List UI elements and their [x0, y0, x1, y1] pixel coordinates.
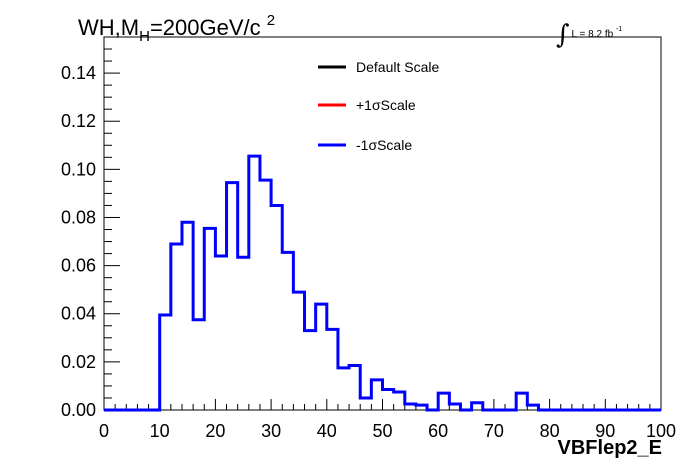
integral-sign: ∫ [556, 20, 570, 50]
y-tick-label: 0.12 [61, 111, 96, 131]
y-tick-label: 0.10 [61, 159, 96, 179]
x-tick-label: 80 [540, 421, 560, 441]
x-tick-label: 10 [150, 421, 170, 441]
x-tick-label: 0 [99, 421, 109, 441]
x-tick-label: 90 [595, 421, 615, 441]
x-tick-label: 20 [205, 421, 225, 441]
luminosity-label: ∫ L = 8.2 fb -1 [556, 20, 623, 50]
x-tick-label: 30 [261, 421, 281, 441]
legend-label: -1σScale [356, 137, 412, 153]
y-tick-label: 0.02 [61, 352, 96, 372]
y-tick-label: 0.06 [61, 256, 96, 276]
y-tick-label: 0.00 [61, 400, 96, 420]
x-tick-label: 40 [317, 421, 337, 441]
legend-label: Default Scale [356, 59, 439, 75]
x-tick-label: 70 [484, 421, 504, 441]
x-tick-label: 60 [428, 421, 448, 441]
x-axis-label: VBFlep2_E [557, 437, 662, 459]
y-tick-label: 0.04 [61, 304, 96, 324]
histogram-series-line [104, 154, 661, 412]
x-tick-label: 50 [372, 421, 392, 441]
x-tick-label: 100 [646, 421, 676, 441]
y-tick-label: 0.08 [61, 207, 96, 227]
y-tick-label: 0.14 [61, 63, 96, 83]
legend-label: +1σScale [356, 97, 416, 113]
